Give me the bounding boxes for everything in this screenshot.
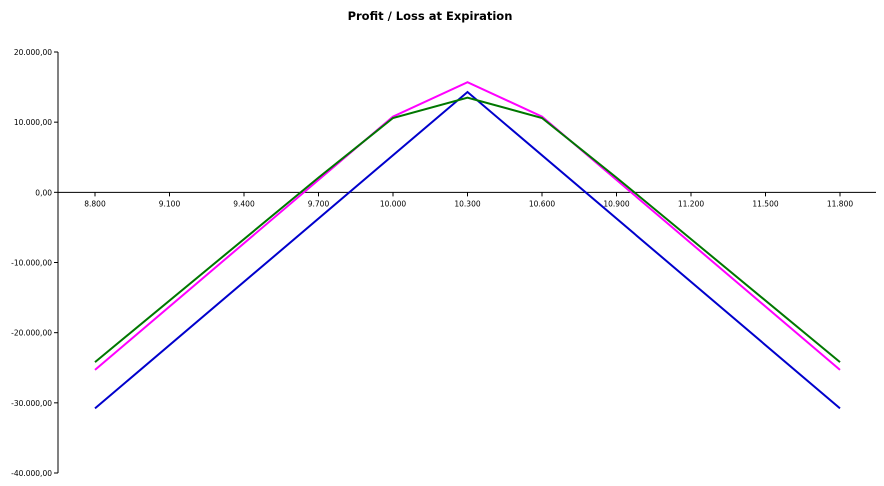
x-tick-label: 10.600: [529, 199, 555, 208]
x-tick-label: 11.500: [752, 199, 778, 208]
axes: [54, 51, 876, 474]
y-tick-label: -40.000,00: [11, 469, 52, 478]
x-tick-label: 11.200: [678, 199, 704, 208]
series-layer: [94, 81, 841, 410]
x-tick-label: 10.000: [380, 199, 406, 208]
x-tick-label: 11.800: [827, 199, 853, 208]
series-line-1: [94, 90, 841, 410]
x-tick-label: 8.800: [84, 199, 106, 208]
y-tick-label: -30.000,00: [11, 399, 52, 408]
chart-title: Profit / Loss at Expiration: [348, 9, 513, 23]
y-tick-label: 0,00: [35, 188, 52, 197]
series-line-2: [94, 81, 841, 371]
series-line-3: [94, 96, 841, 363]
x-tick-label: 10.300: [454, 199, 480, 208]
y-tick-label: -10.000,00: [11, 259, 52, 268]
y-tick-label: 20.000,00: [14, 48, 52, 57]
tick-labels: 20.000,00 10.000,00 0,00 -10.000,00 -20.000,…: [11, 48, 853, 478]
x-tick-label: 9.400: [233, 199, 255, 208]
x-tick-label: 9.700: [308, 199, 330, 208]
y-tick-label: -20.000,00: [11, 329, 52, 338]
x-tick-label: 9.100: [159, 199, 181, 208]
x-tick-label: 10.900: [603, 199, 629, 208]
y-tick-label: 10.000,00: [14, 118, 52, 127]
